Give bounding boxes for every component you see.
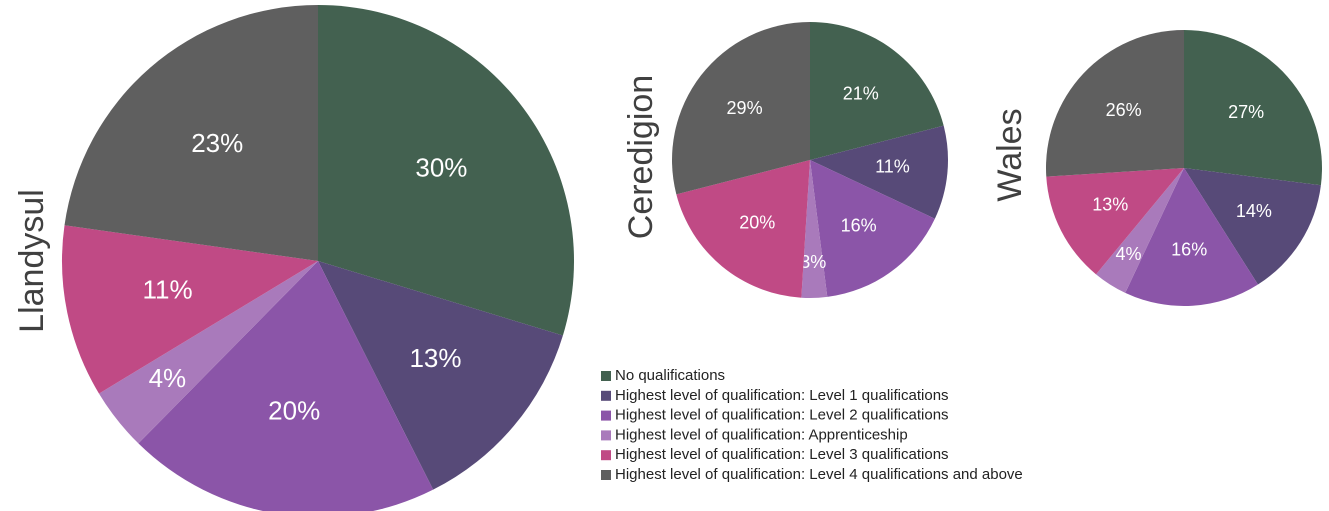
pie-slice: [676, 160, 810, 298]
pie-slice: [810, 125, 948, 219]
pie-slice: [810, 22, 944, 160]
legend-label: Highest level of qualification: Level 4 …: [615, 466, 1023, 483]
legend-label: Highest level of qualification: Level 2 …: [615, 407, 949, 424]
data-label: 27%: [1228, 102, 1264, 122]
pie-slice: [318, 261, 563, 490]
pie-slice: [1125, 168, 1258, 306]
pie-slice: [1184, 168, 1321, 285]
data-label: 16%: [841, 216, 877, 236]
pie-slice: [1096, 168, 1184, 293]
pie-title: Llandysul: [13, 189, 51, 333]
data-label: 4%: [1116, 244, 1142, 264]
data-label: 4%: [149, 363, 187, 393]
pie-slice: [1046, 30, 1184, 177]
data-label: 26%: [1106, 100, 1142, 120]
legend-label: Highest level of qualification: Apprenti…: [615, 426, 908, 443]
pie-slice: [98, 261, 318, 444]
legend-label: No qualifications: [615, 367, 725, 384]
data-label: 14%: [1236, 201, 1272, 221]
legend-swatch: [601, 390, 611, 401]
data-label: 11%: [142, 275, 192, 305]
legend-swatch: [601, 410, 611, 421]
pie-slice: [64, 5, 319, 261]
legend-swatch: [601, 371, 611, 381]
pie-slice: [672, 22, 810, 195]
data-label: 13%: [409, 343, 461, 373]
pie-slice: [61, 225, 318, 394]
data-label: 13%: [1092, 194, 1128, 214]
data-label: 21%: [843, 83, 879, 103]
pie-slice: [1046, 168, 1184, 275]
pie-slice: [810, 160, 935, 297]
pie-slice: [318, 5, 574, 336]
data-label: 20%: [268, 396, 320, 426]
data-label: 30%: [415, 152, 467, 182]
pie-title: Wales: [991, 108, 1029, 201]
pie-slice: [1184, 30, 1323, 186]
data-label: 16%: [1171, 239, 1207, 259]
data-label: 20%: [739, 213, 775, 233]
legend-swatch: [601, 450, 611, 461]
legend-label: Highest level of qualification: Level 1 …: [615, 387, 949, 404]
pie-title: Ceredigion: [622, 75, 660, 239]
data-label: 11%: [875, 157, 910, 177]
legend-label: Highest level of qualification: Level 3 …: [615, 446, 949, 463]
data-label: 29%: [727, 98, 763, 118]
pie-slice: [138, 261, 434, 511]
legend-swatch: [601, 470, 611, 480]
data-label: 3%: [800, 252, 826, 272]
legend-swatch: [601, 430, 611, 441]
pie-slice: [801, 160, 828, 298]
data-label: 23%: [191, 128, 243, 158]
